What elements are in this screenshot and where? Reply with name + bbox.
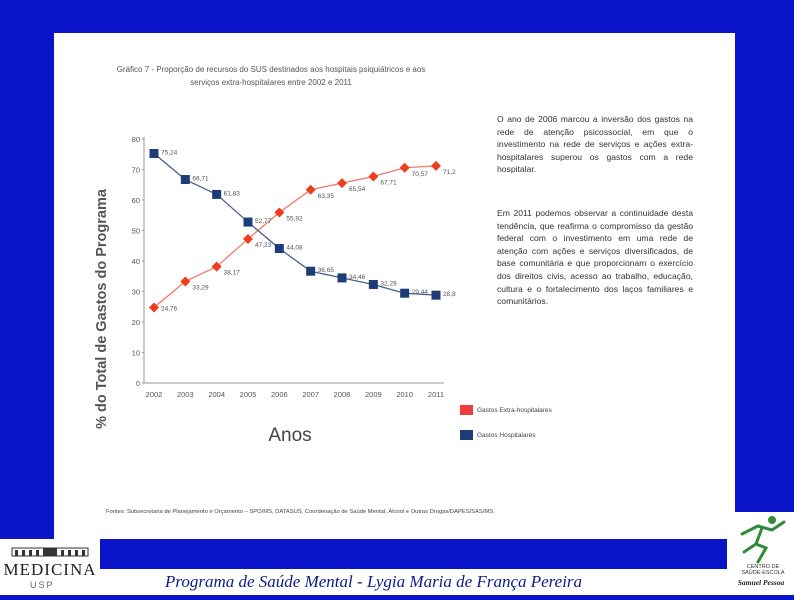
logo-right-line-1: CENTRO DE [746,564,780,570]
extra-hospitalares-point [243,233,253,244]
y-tick-label: 80 [132,135,140,144]
x-tick-label: 2004 [208,390,225,399]
data-label: 28,8 [443,291,456,298]
footer-author: Lygia Maria de França Pereira [366,572,583,591]
legend-label-hospitalares: Gastos Hospitalares [477,431,536,439]
data-label: 71,2 [443,169,456,176]
extra-hospitalares-point [211,261,222,272]
series-line-extra-hospitalares [153,165,437,308]
chart-title-line-2: serviços extra-hospitalares entre 2002 e… [190,78,352,87]
extra-hospitalares-point [337,178,347,189]
logo-right-signature: Samuel Pessoa [737,578,785,587]
x-tick-label: 2005 [240,390,257,399]
extra-hospitalares-point [368,171,379,182]
data-label: 38,17 [224,270,241,277]
hospitalares-point [431,290,441,300]
footer-caption: Programa de Saúde Mental - Lygia Maria d… [165,572,582,592]
data-label: 34,46 [349,274,366,281]
footer-blue-band [100,539,727,569]
y-tick-label: 70 [132,166,140,175]
x-tick-label: 2010 [396,390,413,399]
paragraph-inversion: O ano de 2006 marcou a inversão dos gast… [497,114,693,175]
source-note: Fontes: Subsecretaria de Planejamento e … [106,509,495,515]
y-tick-labels: 0 10 20 30 40 50 60 70 80 [132,135,140,388]
usp-logo-text: USP [30,580,55,590]
hospitalares-point [212,189,222,199]
data-label: 52,77 [255,218,272,225]
data-label: 65,54 [349,186,366,193]
extra-hospitalares-point [399,162,410,173]
footer-separator: - [357,572,363,591]
y-tick-label: 10 [132,349,140,358]
data-label: 33,29 [192,284,209,291]
data-label: 63,35 [318,193,335,200]
x-axis-label: Anos [268,425,311,446]
centro-saude-escola-logo [728,512,794,595]
hospitalares-point [337,273,347,283]
y-tick-label: 50 [132,227,140,236]
hospitalares-point [368,280,378,290]
y-tick-label: 20 [132,318,140,327]
x-tick-label: 2008 [334,390,351,399]
legend-item-hospitalares: Gastos Hospitalares [460,429,536,441]
hospitalares-point [306,266,316,276]
runner-figure-icon [740,516,786,564]
x-tick-label: 2009 [365,390,382,399]
data-label: 75,24 [161,150,178,157]
x-tick-labels: 2002 2003 2004 2005 2006 2007 2008 2009 2010 2011 [146,390,444,399]
paragraph-continuity: Em 2011 podemos observar a continuidade … [497,208,693,307]
series-lines [153,153,437,308]
hospitalares-point [274,244,284,254]
extra-hospitalares-point [431,160,441,171]
series-line-hospitalares [153,153,437,296]
x-tick-label: 2006 [271,390,288,399]
logo-right-line-2: SAÚDE-ESCOLA [741,570,785,576]
x-tick-label: 2002 [146,390,163,399]
medicina-usp-logo [0,545,100,595]
extra-hospitalares-point [274,207,285,218]
y-tick-label: 40 [132,257,140,266]
data-label: 47,23 [255,242,272,249]
hospitalares-point [400,288,410,298]
legend-label-extra: Gastos Extra-hospitalares [477,406,552,414]
medicina-logo-text: MEDICINA [3,560,97,579]
extra-hospitalares-point [180,276,191,287]
series-markers [149,149,441,313]
y-tick-label: 0 [136,379,140,388]
hospitalares-point [180,175,190,185]
y-tick-label: 60 [132,196,140,205]
data-label: 66,71 [192,176,209,183]
x-tick-label: 2003 [177,390,194,399]
y-axis-label: % do Total de Gastos do Programa [94,188,110,429]
data-labels: 24,76 33,29 38,17 47,23 55,92 63,35 65,54 67,71… [161,150,456,313]
extra-hospitalares-point [149,302,159,313]
data-label: 55,92 [286,215,303,222]
hospitalares-point [149,149,159,159]
legend-swatch-hospitalares [460,430,473,440]
chart-title: Gráfico 7 - Proporção de recursos do SUS… [106,63,436,89]
footer-program: Programa de Saúde Mental [165,572,353,591]
hospitalares-point [243,217,253,227]
data-label: 61,83 [224,190,241,197]
x-tick-label: 2007 [302,390,319,399]
data-label: 44,08 [286,245,303,252]
building-icon [11,547,89,557]
data-label: 67,71 [380,179,397,186]
y-tick-label: 30 [132,288,140,297]
chart-axes [142,137,444,384]
legend-swatch-extra [460,405,473,415]
content-panel: Gráfico 7 - Proporção de recursos do SUS… [54,33,735,539]
chart-title-line-1: Gráfico 7 - Proporção de recursos do SUS… [116,65,426,74]
data-label: 70,57 [412,171,429,178]
extra-hospitalares-point [305,184,316,195]
legend-item-extra-hospitalares: Gastos Extra-hospitalares [460,404,552,416]
data-label: 24,76 [161,305,178,312]
data-label: 36,65 [318,267,335,274]
x-tick-label: 2011 [428,390,444,399]
data-label: 32,29 [380,281,397,288]
data-label: 29,44 [412,289,429,296]
